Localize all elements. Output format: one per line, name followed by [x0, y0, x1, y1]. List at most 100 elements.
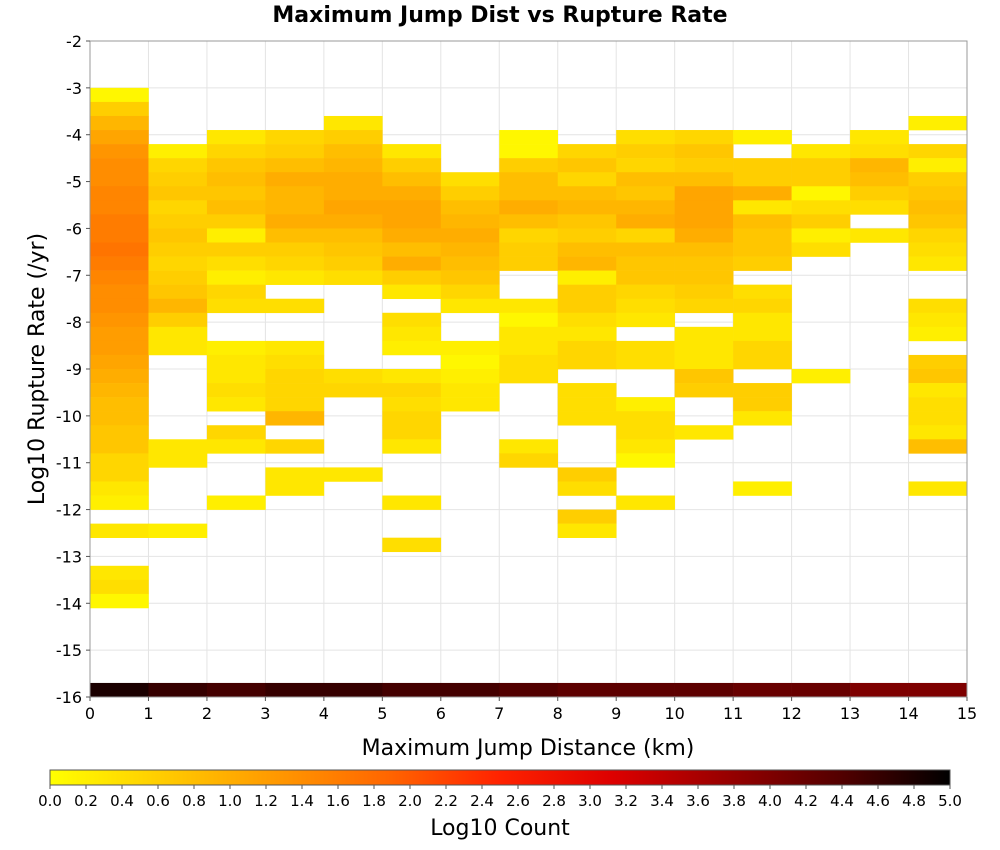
heatmap-cell [557, 284, 617, 300]
heatmap-cell [148, 453, 208, 468]
y-axis-label: Log10 Rupture Rate (/yr) [25, 233, 50, 505]
heatmap-cell [908, 411, 968, 426]
heatmap-cell [908, 439, 968, 454]
heatmap-cell [733, 340, 792, 356]
x-tick-label: 14 [898, 704, 918, 723]
y-tick-label: -11 [56, 454, 82, 473]
heatmap-cell [791, 214, 851, 229]
heatmap-cell [382, 228, 442, 243]
y-tick-label: -16 [56, 688, 82, 707]
heatmap-cell [850, 130, 909, 145]
heatmap-cell [616, 411, 675, 426]
heatmap-cell [557, 354, 617, 370]
heatmap-cell [791, 369, 851, 384]
colorbar-tick-label: 2.2 [434, 792, 458, 810]
x-tick-label: 10 [664, 704, 684, 723]
heatmap-cell [616, 439, 675, 454]
heatmap-cell [908, 214, 968, 229]
heatmap-cell [90, 425, 149, 440]
heatmap-cell [265, 186, 325, 201]
heatmap-cell [440, 270, 500, 285]
heatmap-cell [382, 270, 442, 285]
heatmap-cell [616, 158, 675, 173]
heatmap-cell [440, 200, 500, 215]
heatmap-cell [382, 369, 442, 384]
heatmap-cell [323, 158, 383, 173]
heatmap-cell [499, 228, 559, 243]
heatmap-cell [908, 200, 968, 215]
heatmap-cell [323, 682, 383, 697]
heatmap-cell [206, 369, 266, 384]
heatmap-cell [382, 144, 442, 159]
heatmap-cell [206, 158, 266, 173]
x-tick-label: 8 [553, 704, 563, 723]
heatmap-cell [206, 242, 266, 257]
heatmap-cell [90, 312, 149, 328]
heatmap-cell [616, 425, 675, 440]
chart-title: Maximum Jump Dist vs Rupture Rate [272, 3, 727, 28]
heatmap-cell [148, 523, 208, 538]
x-tick-label: 15 [957, 704, 977, 723]
heatmap-cell [382, 186, 442, 201]
heatmap-cell [674, 228, 734, 243]
heatmap-cell [674, 172, 734, 187]
colorbar-tick-label: 1.8 [362, 792, 386, 810]
heatmap-cell [206, 425, 266, 440]
heatmap-cell [206, 256, 266, 271]
heatmap-cell [791, 682, 851, 697]
heatmap-cell [206, 397, 266, 412]
heatmap-cell [148, 298, 208, 314]
y-tick-label: -3 [66, 79, 82, 98]
heatmap-cell [908, 298, 968, 314]
heatmap-cell [382, 682, 442, 697]
heatmap-cell [440, 340, 500, 356]
y-tick-label: -4 [66, 126, 82, 145]
heatmap-cell [616, 354, 675, 370]
heatmap-cell [382, 284, 442, 300]
heatmap-cell [850, 200, 909, 215]
heatmap-cell [557, 411, 617, 426]
heatmap-cell [791, 144, 851, 159]
heatmap-cell [148, 214, 208, 229]
heatmap-cell [499, 682, 559, 697]
heatmap-cell [733, 158, 792, 173]
heatmap-cell [148, 172, 208, 187]
heatmap-cell [90, 158, 149, 173]
heatmap-cell [499, 354, 559, 370]
y-tick-label: -6 [66, 219, 82, 238]
heatmap-cell [674, 298, 734, 314]
heatmap-cell [323, 115, 383, 131]
heatmap-cell [440, 369, 500, 384]
heatmap-cell [206, 186, 266, 201]
heatmap-cell [265, 172, 325, 187]
heatmap-cell [206, 383, 266, 398]
heatmap-cell [382, 411, 442, 426]
heatmap-cell [382, 312, 442, 328]
heatmap-cell [733, 682, 792, 697]
heatmap-cell [440, 298, 500, 314]
heatmap-cell [323, 172, 383, 187]
heatmap-cell [265, 158, 325, 173]
heatmap-cell [733, 228, 792, 243]
heatmap-cell [850, 172, 909, 187]
heatmap-cell [557, 523, 617, 538]
heatmap-cell [733, 200, 792, 215]
heatmap-cell [265, 682, 325, 697]
heatmap-cell [382, 326, 442, 342]
y-tick-label: -2 [66, 32, 82, 51]
heatmap-cell [148, 340, 208, 356]
colorbar-tick-label: 1.2 [254, 792, 278, 810]
heatmap-cell [90, 593, 149, 609]
heatmap-cell [674, 130, 734, 145]
x-tick-label: 12 [781, 704, 801, 723]
heatmap-cell [265, 270, 325, 285]
colorbar-tick-label: 0.2 [74, 792, 98, 810]
x-axis-label: Maximum Jump Distance (km) [362, 736, 695, 761]
heatmap-cell [265, 298, 325, 314]
heatmap-cell [265, 340, 325, 356]
heatmap-cell [908, 397, 968, 412]
heatmap-cell [323, 383, 383, 398]
heatmap-cell [382, 340, 442, 356]
heatmap-cell [557, 200, 617, 215]
heatmap-cell [265, 144, 325, 159]
